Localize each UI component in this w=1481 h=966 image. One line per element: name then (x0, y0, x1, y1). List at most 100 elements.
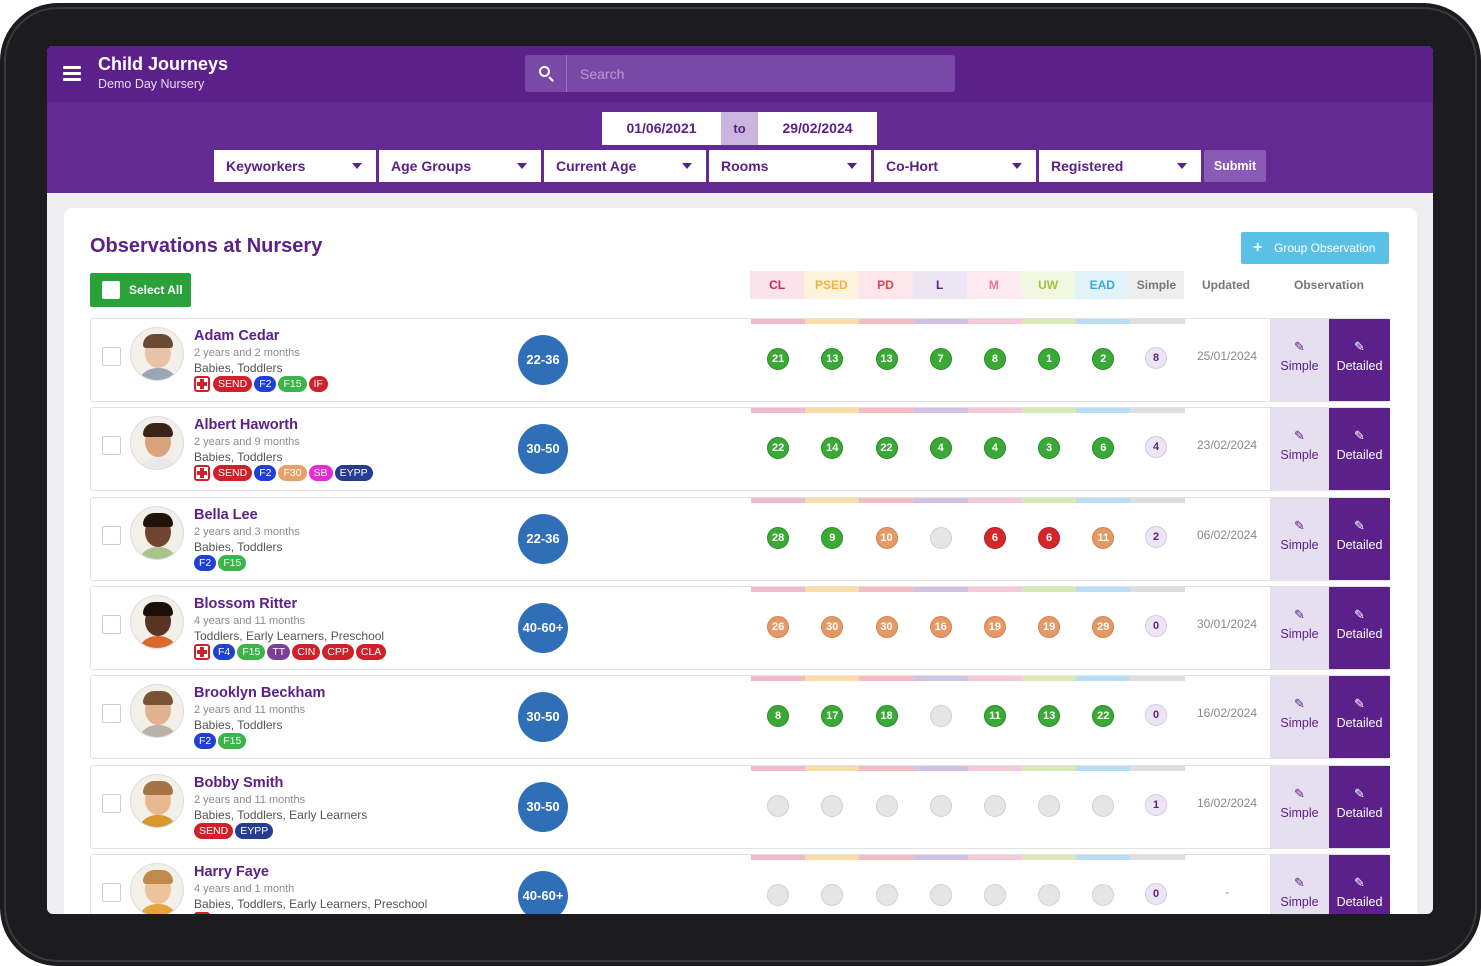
score-cl[interactable]: 21 (767, 348, 790, 370)
simple-observation-button[interactable]: ✎ Simple (1270, 319, 1329, 401)
filter-dropdown-rooms[interactable]: Rooms (709, 150, 871, 182)
group-observation-button[interactable]: + Group Observation (1241, 232, 1389, 264)
score-psed[interactable] (821, 794, 844, 817)
child-name[interactable]: Bobby Smith (194, 774, 284, 791)
child-name[interactable]: Bella Lee (194, 506, 258, 523)
simple-observation-button[interactable]: ✎ Simple (1270, 408, 1329, 491)
score-m[interactable] (983, 794, 1006, 817)
detailed-observation-button[interactable]: ✎ Detailed (1329, 586, 1390, 669)
score-m[interactable]: 19 (983, 615, 1006, 638)
score-cl[interactable]: 28 (767, 526, 790, 549)
score-ead[interactable]: 6 (1092, 437, 1115, 460)
column-header-pd[interactable]: PD (858, 271, 913, 299)
score-pd[interactable]: 13 (875, 348, 898, 370)
date-from-input[interactable]: 01/06/2021 (602, 112, 721, 145)
score-uw[interactable]: 13 (1038, 705, 1061, 728)
child-avatar[interactable] (130, 327, 184, 381)
score-psed[interactable]: 14 (821, 437, 844, 460)
simple-observation-button[interactable]: ✎ Simple (1270, 676, 1329, 759)
child-name[interactable]: Albert Haworth (194, 417, 298, 434)
search-button[interactable] (525, 55, 567, 92)
child-checkbox[interactable] (102, 525, 121, 545)
detailed-observation-button[interactable]: ✎ Detailed (1329, 408, 1390, 491)
score-cl[interactable] (767, 794, 790, 817)
column-header-m[interactable]: M (966, 271, 1021, 299)
score-psed[interactable]: 30 (821, 615, 844, 638)
child-avatar[interactable] (130, 416, 184, 471)
score-m[interactable]: 6 (983, 526, 1006, 549)
simple-observation-button[interactable]: ✎ Simple (1270, 586, 1329, 669)
child-name[interactable]: Brooklyn Beckham (194, 685, 326, 702)
filter-dropdown-age-groups[interactable]: Age Groups (379, 150, 541, 182)
score-cl[interactable] (767, 883, 790, 906)
score-l[interactable]: 4 (929, 437, 952, 460)
child-avatar[interactable] (130, 773, 184, 828)
child-checkbox[interactable] (102, 347, 121, 366)
score-l[interactable] (929, 705, 952, 728)
score-pd[interactable] (875, 794, 898, 817)
score-cl[interactable]: 8 (767, 705, 790, 728)
child-avatar[interactable] (130, 594, 184, 649)
score-ead[interactable]: 2 (1092, 348, 1115, 370)
score-pd[interactable]: 10 (875, 526, 898, 549)
score-uw[interactable]: 3 (1038, 437, 1061, 460)
filter-dropdown-registered[interactable]: Registered (1039, 150, 1201, 182)
child-avatar[interactable] (130, 862, 184, 914)
child-checkbox[interactable] (102, 436, 121, 456)
child-checkbox[interactable] (102, 704, 121, 724)
menu-icon[interactable] (63, 66, 81, 81)
score-uw[interactable]: 1 (1038, 348, 1061, 370)
child-avatar[interactable] (130, 684, 184, 739)
column-header-uw[interactable]: UW (1021, 271, 1076, 299)
score-cl[interactable]: 22 (767, 437, 790, 460)
score-pd[interactable]: 18 (875, 705, 898, 728)
score-psed[interactable] (821, 883, 844, 906)
score-pd[interactable]: 22 (875, 437, 898, 460)
score-l[interactable]: 16 (929, 615, 952, 638)
child-name[interactable]: Adam Cedar (194, 328, 280, 344)
score-l[interactable] (929, 526, 952, 549)
detailed-observation-button[interactable]: ✎ Detailed (1329, 854, 1390, 914)
column-header-simple[interactable]: Simple (1129, 271, 1184, 299)
detailed-observation-button[interactable]: ✎ Detailed (1329, 319, 1390, 401)
score-ead[interactable] (1092, 794, 1115, 817)
filter-dropdown-current-age[interactable]: Current Age (544, 150, 706, 182)
score-m[interactable]: 4 (983, 437, 1006, 460)
detailed-observation-button[interactable]: ✎ Detailed (1329, 676, 1390, 759)
child-checkbox[interactable] (102, 882, 121, 902)
child-checkbox[interactable] (102, 614, 121, 634)
score-uw[interactable] (1038, 794, 1061, 817)
filter-dropdown-keyworkers[interactable]: Keyworkers (214, 150, 376, 182)
search-input[interactable] (568, 55, 953, 92)
score-pd[interactable]: 30 (875, 615, 898, 638)
simple-observation-button[interactable]: ✎ Simple (1270, 765, 1329, 848)
column-header-cl[interactable]: CL (750, 271, 805, 299)
score-m[interactable] (983, 883, 1006, 906)
simple-observation-button[interactable]: ✎ Simple (1270, 497, 1329, 580)
select-all-checkbox[interactable] (102, 281, 120, 299)
score-psed[interactable]: 13 (821, 348, 844, 370)
score-cl[interactable]: 26 (767, 615, 790, 638)
score-ead[interactable]: 11 (1092, 526, 1115, 549)
score-m[interactable]: 11 (983, 705, 1006, 728)
column-header-ead[interactable]: EAD (1075, 271, 1130, 299)
child-avatar[interactable] (130, 505, 184, 560)
score-l[interactable]: 7 (929, 348, 952, 370)
score-l[interactable] (929, 883, 952, 906)
score-l[interactable] (929, 794, 952, 817)
score-uw[interactable]: 6 (1038, 526, 1061, 549)
child-checkbox[interactable] (102, 793, 121, 813)
score-uw[interactable]: 19 (1038, 615, 1061, 638)
detailed-observation-button[interactable]: ✎ Detailed (1329, 765, 1390, 848)
select-all-button[interactable]: Select All (90, 273, 191, 307)
score-ead[interactable]: 29 (1092, 615, 1115, 638)
score-ead[interactable]: 22 (1092, 705, 1115, 728)
date-to-input[interactable]: 29/02/2024 (758, 112, 877, 145)
score-psed[interactable]: 9 (821, 526, 844, 549)
score-psed[interactable]: 17 (821, 705, 844, 728)
score-pd[interactable] (875, 883, 898, 906)
score-m[interactable]: 8 (983, 348, 1006, 370)
score-ead[interactable] (1092, 883, 1115, 906)
detailed-observation-button[interactable]: ✎ Detailed (1329, 497, 1390, 580)
simple-observation-button[interactable]: ✎ Simple (1270, 854, 1329, 914)
